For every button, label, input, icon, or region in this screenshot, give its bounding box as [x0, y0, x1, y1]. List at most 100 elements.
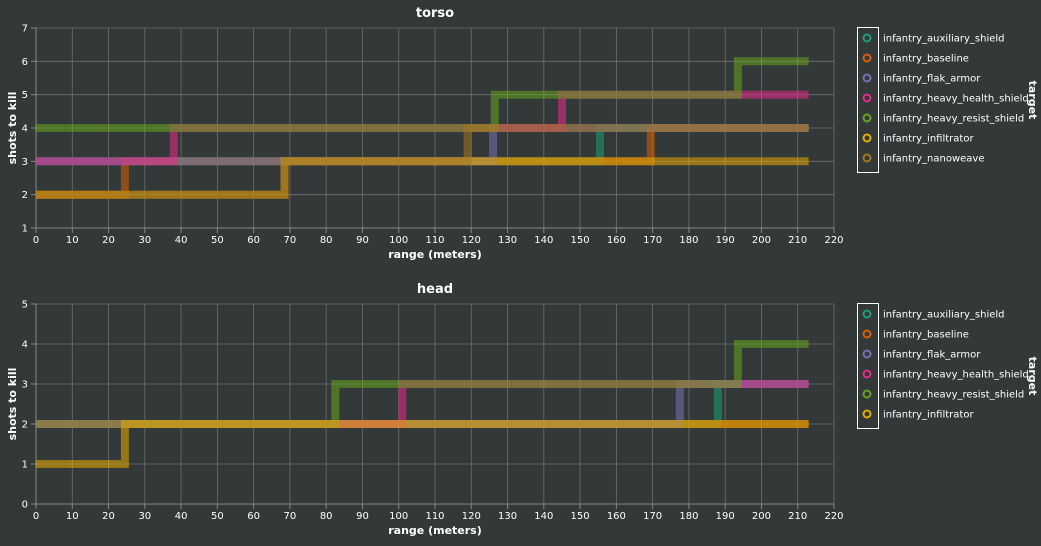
y-tick-label: 4 [22, 124, 28, 135]
y-tick-label: 6 [22, 57, 28, 68]
series-line-infantry_flak_armor [36, 124, 809, 166]
x-tick-label: 110 [425, 511, 444, 522]
legend-symbol [862, 93, 872, 103]
series-line-infantry_infiltrator [36, 420, 809, 468]
x-axis-title: range (meters) [388, 524, 482, 537]
legend-label: infantry_nanoweave [883, 154, 985, 165]
x-tick-label: 20 [102, 235, 115, 246]
legend-item: infantry_auxiliary_shield [862, 309, 1005, 321]
x-tick-label: 130 [498, 235, 517, 246]
x-axis-title: range (meters) [388, 248, 482, 261]
legend-symbol [862, 153, 872, 163]
legend-item: infantry_heavy_resist_shield [862, 389, 1024, 401]
x-tick-label: 190 [716, 511, 735, 522]
x-tick-label: 70 [284, 235, 297, 246]
legend-label: infantry_heavy_health_shield [883, 370, 1029, 381]
series-line-infantry_heavy_health_shield [36, 380, 809, 428]
legend-item: infantry_baseline [862, 53, 969, 65]
x-tick-label: 0 [33, 511, 39, 522]
legend-box [857, 303, 879, 429]
legend-item: infantry_heavy_health_shield [862, 93, 1029, 105]
x-tick-label: 30 [138, 511, 151, 522]
x-tick-label: 220 [824, 511, 843, 522]
x-tick-label: 180 [679, 511, 698, 522]
legend-symbol [862, 73, 872, 83]
legend-item: infantry_infiltrator [862, 409, 974, 421]
series-line-infantry_infiltrator [36, 157, 809, 199]
x-tick-label: 110 [425, 235, 444, 246]
y-tick-label: 1 [22, 224, 28, 235]
x-tick-label: 60 [247, 235, 260, 246]
legend-label: infantry_flak_armor [883, 74, 981, 85]
legend-label: infantry_infiltrator [883, 134, 974, 145]
x-tick-label: 130 [498, 511, 517, 522]
legend-label: infantry_baseline [883, 330, 969, 341]
x-tick-label: 90 [356, 511, 369, 522]
x-tick-label: 190 [716, 235, 735, 246]
chart-title: torso [416, 6, 454, 21]
legend-item: infantry_heavy_health_shield [862, 369, 1029, 381]
legend-item: infantry_infiltrator [862, 133, 974, 145]
y-tick-label: 2 [22, 420, 28, 431]
x-tick-label: 200 [752, 511, 771, 522]
legend-item: infantry_flak_armor [862, 349, 981, 361]
legend-symbol [862, 53, 872, 63]
legend-label: infantry_heavy_resist_shield [883, 114, 1024, 125]
x-tick-label: 170 [643, 235, 662, 246]
x-tick-label: 170 [643, 511, 662, 522]
x-tick-label: 160 [607, 511, 626, 522]
series-line-infantry_heavy_resist_shield [36, 57, 809, 132]
x-tick-label: 210 [788, 235, 807, 246]
x-tick-label: 150 [571, 235, 590, 246]
chart-panel-torso: 0 10 20 30 40 50 60 70 80 90 100 110 120 130 140 150 160… [6, 6, 1039, 261]
x-tick-label: 50 [211, 511, 224, 522]
x-tick-label: 90 [356, 235, 369, 246]
legend-symbol [862, 33, 872, 43]
legend-item: infantry_auxiliary_shield [862, 33, 1005, 45]
legend-symbol [862, 309, 872, 319]
series-lines [36, 340, 809, 468]
x-tick-label: 40 [175, 511, 188, 522]
legend: infantry_auxiliary_shield infantry_baseli… [857, 27, 1039, 173]
legend-symbol [862, 113, 872, 123]
y-tick-label: 4 [22, 340, 28, 351]
x-tick-label: 40 [175, 235, 188, 246]
x-tick-label: 0 [33, 235, 39, 246]
x-tick-label: 20 [102, 511, 115, 522]
y-tick-label: 5 [22, 300, 28, 311]
x-tick-label: 80 [320, 511, 333, 522]
x-tick-label: 140 [534, 511, 553, 522]
legend-item: infantry_nanoweave [862, 153, 985, 165]
x-tick-label: 210 [788, 511, 807, 522]
legend-label: infantry_heavy_resist_shield [883, 390, 1024, 401]
legend-label: infantry_heavy_health_shield [883, 94, 1029, 105]
x-tick-label: 150 [571, 511, 590, 522]
legend-title: target [1026, 357, 1039, 396]
y-tick-label: 5 [22, 90, 28, 101]
x-tick-label: 100 [389, 235, 408, 246]
chart-panel-head: 0 10 20 30 40 50 60 70 80 90 100 110 120 130 140 150 160… [6, 282, 1039, 537]
x-tick-label: 120 [462, 235, 481, 246]
legend-symbol [862, 389, 872, 399]
x-tick-label: 140 [534, 235, 553, 246]
legend-symbol [862, 329, 872, 339]
y-axis-title: shots to kill [6, 368, 19, 441]
legend: infantry_auxiliary_shield infantry_baseli… [857, 303, 1039, 429]
series-lines [36, 57, 809, 199]
x-tick-label: 10 [66, 235, 79, 246]
x-tick-label: 30 [138, 235, 151, 246]
chart-title: head [417, 282, 453, 297]
legend-symbol [862, 133, 872, 143]
y-tick-label: 2 [22, 190, 28, 201]
legend-box [857, 27, 879, 173]
x-tick-label: 70 [284, 511, 297, 522]
y-tick-label: 0 [22, 500, 28, 511]
series-line-infantry_nanoweave [36, 124, 809, 199]
legend-symbol [862, 409, 872, 419]
legend-item: infantry_heavy_resist_shield [862, 113, 1024, 125]
y-tick-label: 7 [22, 24, 28, 35]
legend-label: infantry_auxiliary_shield [883, 310, 1005, 321]
x-tick-label: 60 [247, 511, 260, 522]
